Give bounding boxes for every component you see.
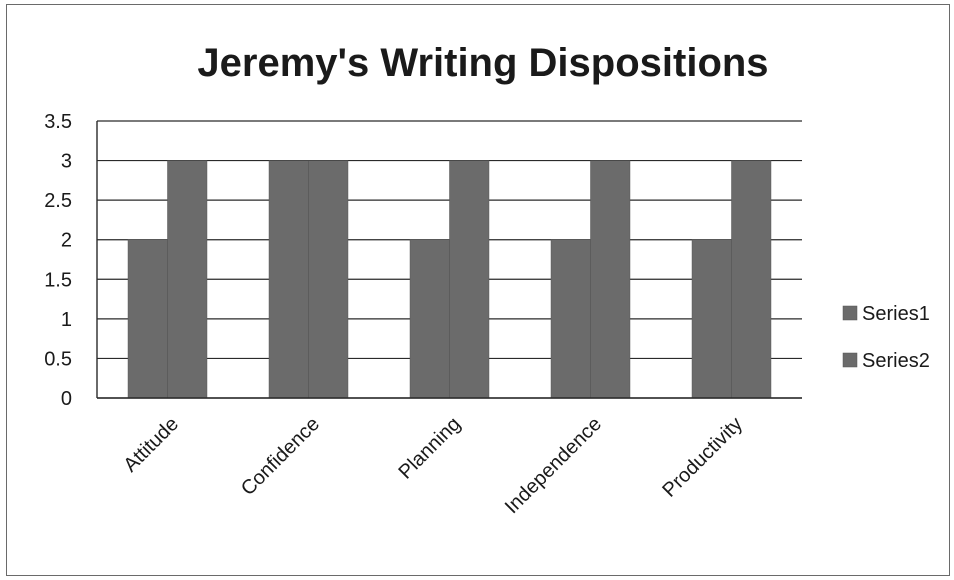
bar-series1-planning [409,239,450,399]
y-tick-label: 3.5 [44,111,72,133]
x-tick-label: Confidence [237,413,324,500]
legend: Series1 Series2 [842,303,930,372]
bars [127,160,772,399]
y-tick-label: 1 [61,309,72,331]
y-tick-label: 2.5 [44,190,72,212]
bar-series2-planning [449,160,490,399]
legend-label: Series1 [862,303,930,325]
legend-label: Series2 [862,350,930,372]
x-tick-label: Productivity [658,413,747,502]
legend-swatch [842,352,858,368]
y-tick-label: 0.5 [44,348,72,370]
y-tick-label: 2 [61,230,72,252]
y-tick-labels: 0 0.5 1 1.5 2 2.5 3 3.5 [44,111,72,410]
x-tick-label: Planning [394,413,465,484]
bar-series2-attitude [167,160,208,399]
bar-series1-attitude [127,239,168,399]
legend-swatch [842,305,858,321]
y-tick-label: 1.5 [44,269,72,291]
chart-title: Jeremy's Writing Dispositions [197,41,768,85]
x-tick-label: Independence [501,413,606,518]
bar-series1-independence [550,239,591,399]
x-tick-label: Attitude [120,413,184,477]
y-tick-label: 0 [61,388,72,410]
axes [96,121,802,399]
bar-series2-independence [590,160,631,399]
bar-series2-confidence [308,160,349,399]
bar-series2-productivity [731,160,772,399]
bar-series1-productivity [691,239,732,399]
bar-series1-confidence [268,160,309,399]
y-tick-label: 3 [61,151,72,173]
x-tick-labels: Attitude Confidence Planning Independence Pr… [120,413,748,518]
